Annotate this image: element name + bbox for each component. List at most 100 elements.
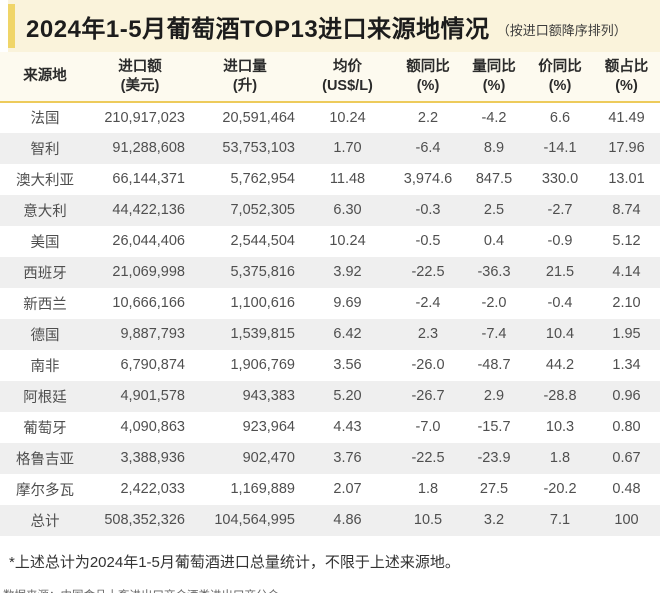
table-cell: 6.42 [333, 326, 362, 343]
footnote: *上述总计为2024年1-5月葡萄酒进口总量统计，不限于上述来源地。 [9, 553, 460, 571]
table-row: 美国 26,044,406 2,544,504 10.24 -0.5 0.4 -0.9 5.1… [0, 226, 660, 257]
table-cell: 10.24 [329, 109, 366, 126]
table-cell: 4,090,863 [120, 419, 185, 436]
row-label: 格鲁吉亚 [16, 451, 74, 468]
column-header: 量同比 (%) [461, 52, 527, 103]
table-cell: 10.4 [545, 326, 575, 343]
table-cell: 7.1 [549, 512, 571, 529]
table-cell: -4.2 [481, 109, 507, 126]
table-row: 德国 9,887,793 1,539,815 6.42 2.3 -7.4 10.4 1.95 [0, 318, 660, 350]
table-cell: 508,352,326 [104, 512, 185, 529]
table-cell: 2,422,033 [120, 481, 185, 498]
table-cell: -0.5 [415, 233, 441, 250]
column-header: 均价 (US$/L) [300, 52, 395, 103]
table-cell: 1,100,616 [230, 295, 295, 312]
table-cell: -0.3 [415, 202, 441, 219]
table-cell: 44,422,136 [112, 202, 185, 219]
table-cell: 2.5 [483, 202, 505, 219]
table-cell: 2.07 [333, 481, 362, 498]
table-cell: 21,069,998 [112, 264, 185, 281]
row-label: 智利 [30, 141, 60, 158]
page-title: 2024年1-5月葡萄酒TOP13进口来源地情况 [26, 15, 490, 43]
table-cell: -20.2 [543, 481, 577, 498]
table-cell: -7.4 [481, 326, 507, 343]
table-cell: -48.7 [477, 357, 511, 374]
table-cell: 2.9 [483, 388, 505, 405]
table-row: 澳大利亚 66,144,371 5,762,954 11.48 3,974.6 847.5… [0, 164, 660, 195]
column-header: 进口量 (升) [190, 52, 300, 103]
table-row: 法国 210,917,023 20,591,464 10.24 2.2 -4.2 6.6 41… [0, 102, 660, 133]
table-cell: 0.48 [612, 481, 641, 498]
row-label: 西班牙 [23, 265, 67, 282]
table-cell: 11.48 [329, 171, 366, 188]
table-cell: -26.7 [411, 388, 445, 405]
table-cell: -2.7 [547, 202, 573, 219]
table-cell: 13.01 [608, 171, 645, 188]
column-header: 额同比 (%) [395, 52, 461, 103]
table-cell: 26,044,406 [112, 233, 185, 250]
column-header: 来源地 [0, 52, 90, 103]
table-row: 新西兰 10,666,166 1,100,616 9.69 -2.4 -2.0 -0.4 2.… [0, 288, 660, 319]
table-cell: 5.20 [333, 388, 362, 405]
table-cell: 1,906,769 [230, 357, 295, 374]
table-cell: 2.10 [612, 295, 641, 312]
table-cell: 330.0 [541, 171, 579, 188]
row-label: 德国 [30, 327, 60, 344]
table-row: 摩尔多瓦 2,422,033 1,169,889 2.07 1.8 27.5 -20.2 0.… [0, 474, 660, 505]
table-cell: 8.9 [483, 140, 505, 157]
row-label: 总计 [30, 513, 60, 530]
table-row: 葡萄牙 4,090,863 923,964 4.43 -7.0 -15.7 10.3 0.80 [0, 412, 660, 443]
table-row: 智利 91,288,608 53,753,103 1.70 -6.4 8.9 -14.1 17… [0, 132, 660, 164]
column-header: 额占比 (%) [593, 52, 660, 103]
table-cell: -22.5 [411, 264, 445, 281]
table-cell: -22.5 [411, 450, 445, 467]
table-row: 阿根廷 4,901,578 943,383 5.20 -26.7 2.9 -28.8 0.96 [0, 380, 660, 412]
import-source-table: 来源地 进口额 (美元) 进口量 (升) 均价 (US$/L) 额同比 (%) 量同比 (%) 价同比… [0, 52, 660, 536]
table-cell: 1.34 [612, 357, 641, 374]
row-label: 摩尔多瓦 [16, 482, 74, 499]
row-label: 南非 [30, 358, 60, 375]
row-label: 葡萄牙 [23, 420, 67, 437]
row-label: 新西兰 [23, 296, 67, 313]
column-header: 进口额 (美元) [90, 52, 190, 103]
table-cell: 6,790,874 [120, 357, 185, 374]
table-cell: 21.5 [545, 264, 575, 281]
table-cell: 0.67 [612, 450, 641, 467]
row-label: 阿根廷 [23, 389, 67, 406]
row-label: 美国 [30, 234, 60, 251]
table-cell: -0.4 [547, 295, 573, 312]
table-cell: 3.76 [333, 450, 362, 467]
table-cell: 8.74 [612, 202, 641, 219]
table-cell: 20,591,464 [222, 109, 295, 126]
table-cell: -26.0 [411, 357, 445, 374]
total-row: 总计 508,352,326 104,564,995 4.86 10.5 3.2 7.1 10… [0, 504, 660, 536]
table-cell: 2.3 [417, 326, 439, 343]
table-cell: 3.92 [333, 264, 362, 281]
table-cell: 53,753,103 [222, 140, 295, 157]
table-cell: 100 [614, 512, 639, 529]
table-cell: -2.0 [481, 295, 507, 312]
table-cell: 4,901,578 [120, 388, 185, 405]
table-cell: 3,388,936 [120, 450, 185, 467]
table-cell: 6.6 [549, 109, 571, 126]
table-cell: 104,564,995 [214, 512, 295, 529]
source-row: 数据来源：中国食品土畜进出口商会酒类进出口商分会 [3, 587, 660, 593]
table-cell: 210,917,023 [104, 109, 185, 126]
table-cell: 0.4 [483, 233, 505, 250]
table-cell: 0.96 [612, 388, 641, 405]
table-cell: 4.43 [333, 419, 362, 436]
table-cell: 902,470 [242, 450, 295, 467]
table-cell: -14.1 [543, 140, 577, 157]
table-cell: 1.95 [612, 326, 641, 343]
row-label: 法国 [30, 111, 60, 128]
table-cell: 91,288,608 [112, 140, 185, 157]
title-band: 2024年1-5月葡萄酒TOP13进口来源地情况 （按进口额降序排列） [8, 0, 660, 52]
table-row: 南非 6,790,874 1,906,769 3.56 -26.0 -48.7 44.2 1.… [0, 350, 660, 381]
table-cell: 2,544,504 [230, 233, 295, 250]
table-cell: 1,539,815 [230, 326, 295, 343]
table-cell: 66,144,371 [112, 171, 185, 188]
table-cell: 3.2 [483, 512, 505, 529]
table-cell: 17.96 [608, 140, 645, 157]
table-cell: 41.49 [608, 109, 645, 126]
table-cell: 7,052,305 [230, 202, 295, 219]
